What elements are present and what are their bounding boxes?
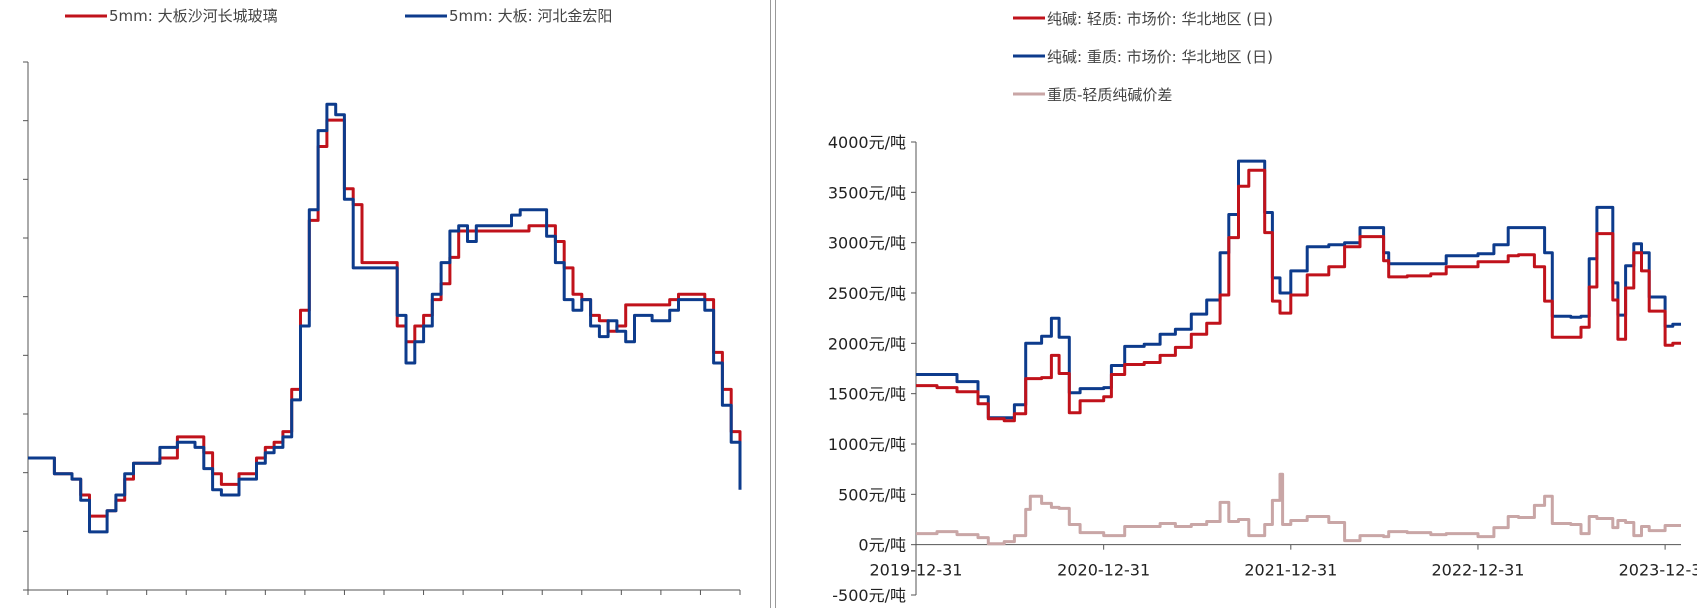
legend-label: 纯碱: 重质: 市场价: 华北地区 (日) xyxy=(1047,48,1273,66)
x-tick-label: 2020-12-31 xyxy=(1057,561,1150,580)
legend-label: 重质-轻质纯碱价差 xyxy=(1047,86,1172,104)
y-tick-label: 1500元/吨 xyxy=(828,385,906,404)
y-tick-label: 3500元/吨 xyxy=(828,183,906,202)
left-chart-panel: 5mm: 大板沙河长城玻璃 5mm: 大板: 河北金宏阳 xyxy=(0,0,771,608)
right-chart-panel: 纯碱: 轻质: 市场价: 华北地区 (日) 纯碱: 重质: 市场价: 华北地区 (… xyxy=(775,0,1697,608)
series-line xyxy=(916,472,1681,546)
y-tick-label: 4000元/吨 xyxy=(828,133,906,152)
y-tick-label: -500元/吨 xyxy=(832,586,906,605)
left-chart: 5mm: 大板沙河长城玻璃 5mm: 大板: 河北金宏阳 xyxy=(23,7,742,595)
y-tick-label: 0元/吨 xyxy=(858,536,906,555)
legend-label: 5mm: 大板: 河北金宏阳 xyxy=(449,7,612,25)
x-tick-label: 2022-12-31 xyxy=(1431,561,1524,580)
series-line xyxy=(916,159,1681,420)
legend-label: 5mm: 大板沙河长城玻璃 xyxy=(109,7,278,25)
series-line xyxy=(28,102,742,534)
y-tick-label: 3000元/吨 xyxy=(828,234,906,253)
series-line xyxy=(916,168,1681,423)
x-tick-label: 2021-12-31 xyxy=(1244,561,1337,580)
x-tick-label: 2019-12-31 xyxy=(870,561,963,580)
legend-label: 纯碱: 轻质: 市场价: 华北地区 (日) xyxy=(1047,10,1273,28)
y-tick-label: 2000元/吨 xyxy=(828,334,906,353)
x-tick-label: 2023-12-31 xyxy=(1619,561,1697,580)
y-tick-label: 2500元/吨 xyxy=(828,284,906,303)
right-chart: 纯碱: 轻质: 市场价: 华北地区 (日) 纯碱: 重质: 市场价: 华北地区 (… xyxy=(828,10,1697,605)
y-tick-label: 500元/吨 xyxy=(838,485,906,504)
y-tick-label: 1000元/吨 xyxy=(828,435,906,454)
